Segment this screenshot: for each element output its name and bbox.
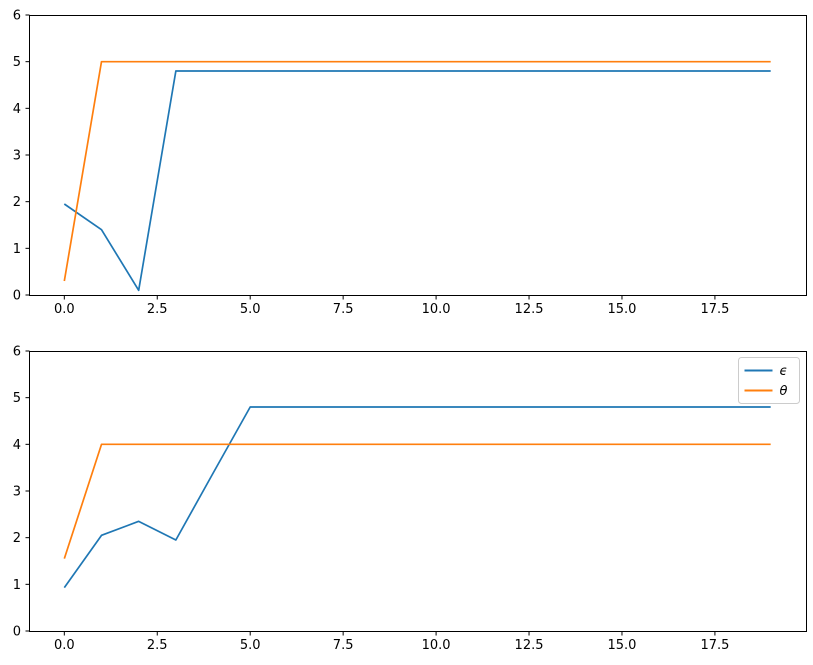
- x-tick-label: 2.5: [147, 302, 168, 317]
- x-tick-label: 5.0: [240, 302, 261, 317]
- y-tick-label: 0: [13, 625, 21, 640]
- y-tick-label: 0: [13, 289, 21, 304]
- y-tick-label: 3: [13, 485, 21, 500]
- y-tick-label: 6: [13, 9, 21, 24]
- y-tick-label: 5: [13, 391, 21, 406]
- series-line-epsilon: [63, 70, 771, 292]
- axes-frame: [29, 15, 807, 296]
- series-line-theta: [63, 443, 771, 559]
- x-tick-label: 7.5: [333, 302, 354, 317]
- y-tick-label: 1: [13, 578, 21, 593]
- subplot-2: 0.0 2.5 5.0 7.5 10.0 12.5 15.0 17.5 0 1 2 3 4 5 6 ϵθ: [13, 345, 807, 653]
- series-line-epsilon: [63, 406, 771, 589]
- x-tick-label: 10.0: [422, 302, 451, 317]
- y-tick-label: 2: [13, 531, 21, 546]
- y-tick-label: 4: [13, 102, 21, 117]
- x-tick-label: 7.5: [333, 638, 354, 653]
- axes-frame: [29, 351, 807, 632]
- x-tick-label: 2.5: [147, 638, 168, 653]
- x-tick-label: 10.0: [422, 638, 451, 653]
- y-tick-label: 6: [13, 345, 21, 360]
- legend-label-theta: θ: [780, 384, 788, 399]
- x-tick-label: 15.0: [607, 638, 636, 653]
- x-tick-label: 17.5: [700, 638, 729, 653]
- series-line-theta: [63, 60, 771, 282]
- subplot-1: 0.0 2.5 5.0 7.5 10.0 12.5 15.0 17.5 0 1 2 3 4 5 6: [13, 9, 807, 317]
- x-tick-label: 17.5: [700, 302, 729, 317]
- y-tick-label: 5: [13, 55, 21, 70]
- y-tick-label: 3: [13, 149, 21, 164]
- y-tick-label: 2: [13, 195, 21, 210]
- y-tick-label: 1: [13, 242, 21, 257]
- x-tick-label: 0.0: [54, 638, 75, 653]
- x-tick-label: 5.0: [240, 638, 261, 653]
- x-tick-label: 15.0: [607, 302, 636, 317]
- x-tick-label: 12.5: [515, 302, 544, 317]
- x-tick-label: 12.5: [515, 638, 544, 653]
- legend: ϵθ: [738, 357, 800, 404]
- legend-label-epsilon: ϵ: [780, 364, 788, 379]
- legend-box: [738, 357, 800, 404]
- x-tick-label: 0.0: [54, 302, 75, 317]
- y-tick-label: 4: [13, 438, 21, 453]
